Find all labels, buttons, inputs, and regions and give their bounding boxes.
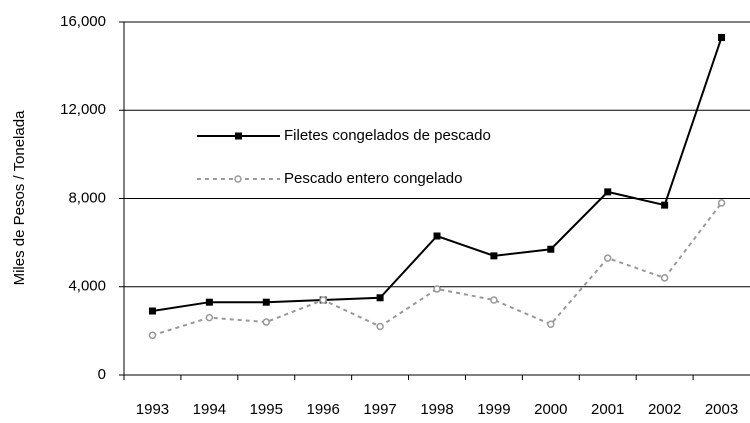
marker [547,320,555,329]
y-tick-label: 8,000 [68,189,106,206]
y-tick-label: 0 [98,366,106,383]
marker [262,298,270,306]
marker [376,322,384,331]
marker [717,199,726,207]
x-tick-label: 1998 [420,401,453,418]
x-tick-label: 2001 [591,401,624,418]
x-tick-label: 2003 [705,401,738,418]
marker [376,294,384,302]
series-line [152,202,723,337]
x-tick-label: 1997 [363,401,396,418]
y-tick-label: 12,000 [60,101,106,118]
marker [490,252,498,260]
marker [262,318,271,326]
marker [205,298,213,306]
y-tick-label: 4,000 [68,278,106,295]
x-tick-label: 1999 [477,401,510,418]
marker [547,245,555,253]
x-tick-label: 2000 [534,401,567,418]
marker [319,296,327,304]
marker [433,232,441,240]
marker [205,313,214,322]
x-tick-label: 2002 [648,401,681,418]
marker [604,188,612,196]
legend-marker [235,132,242,140]
x-tick-label: 1994 [193,401,226,418]
marker [660,274,669,282]
marker [148,307,156,315]
y-tick-label: 16,000 [60,13,106,30]
legend-marker [234,175,242,183]
marker [603,254,612,262]
legend-label: Filetes congelados de pescado [284,127,491,144]
marker [490,296,498,304]
x-tick-label: 1996 [306,401,339,418]
marker [718,33,726,41]
y-axis-label: Miles de Pesos / Tonelada [11,110,28,285]
x-tick-label: 1993 [136,401,169,418]
x-tick-label: 1995 [250,401,283,418]
marker [661,201,669,209]
marker [433,285,441,293]
legend-label: Pescado entero congelado [284,170,462,187]
marker [148,331,157,340]
